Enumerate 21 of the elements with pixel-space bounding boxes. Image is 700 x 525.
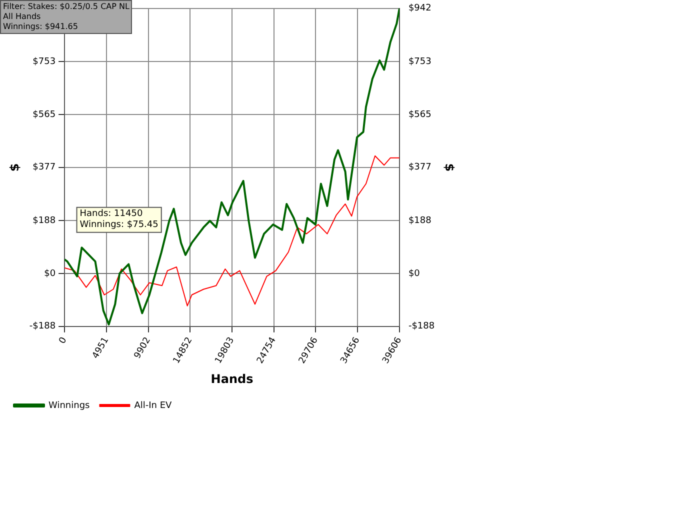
- annotation: Filter: Stakes: $0.25/0.5 CAP NL All Hands Winnings: $941.65: [0, 0, 132, 34]
- y2-axis-title: $: [442, 163, 457, 172]
- x-axis-title: Hands: [210, 372, 254, 386]
- annotation: Hands: 11450 Winnings: $75.45: [80, 209, 158, 230]
- y-axis-title: $: [7, 163, 22, 172]
- legend-label: All-In EV: [134, 400, 173, 411]
- y-tick-label: $0: [44, 268, 56, 279]
- y2-tick-label: $0: [408, 268, 420, 279]
- y2-tick-label: $188: [408, 216, 432, 226]
- y-tick-label: -$188: [29, 322, 56, 332]
- y2-tick-label: $565: [408, 110, 432, 120]
- y-tick-label: $753: [32, 56, 56, 67]
- y2-tick-label: -$188: [408, 322, 435, 332]
- y2-tick-label: $942: [408, 4, 432, 14]
- y2-tick-label: $377: [408, 162, 432, 173]
- x-tick-label: 0: [58, 336, 70, 346]
- y2-tick-label: $753: [408, 56, 432, 67]
- y-tick-label: $377: [32, 162, 56, 173]
- y-tick-label: $188: [32, 216, 56, 226]
- y-tick-label: $565: [32, 110, 56, 120]
- legend-label: Winnings: [48, 400, 90, 411]
